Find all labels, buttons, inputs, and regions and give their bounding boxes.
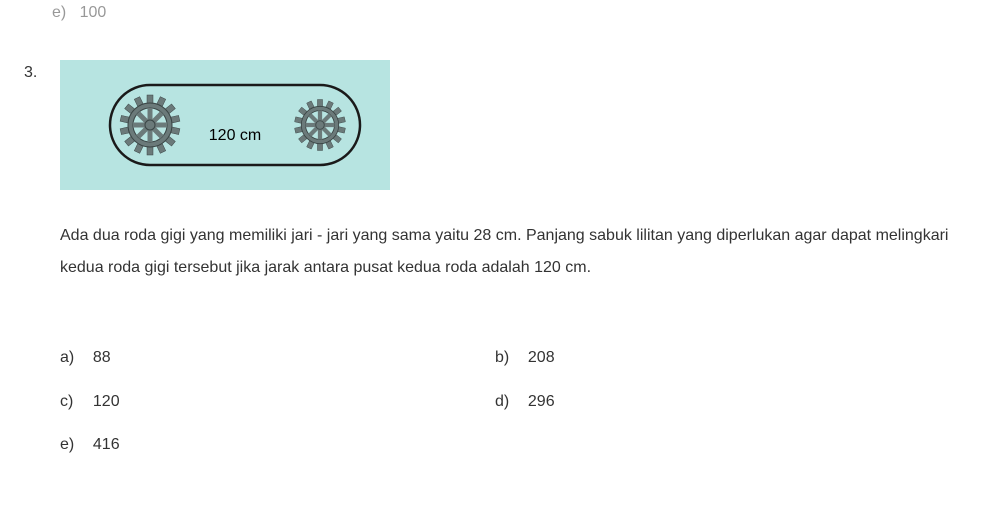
option-b[interactable]: b) 208 (495, 345, 930, 371)
option-e-label: e) (60, 432, 84, 458)
option-row-1: a) 88 b) 208 (60, 345, 960, 371)
option-c-label: c) (60, 389, 84, 415)
option-b-label: b) (495, 345, 519, 371)
question-text: Ada dua roda gigi yang memiliki jari - j… (60, 220, 960, 284)
option-row-3: e) 416 (60, 432, 960, 458)
option-e-value: 416 (93, 436, 120, 453)
figure-label: 120 cm (209, 127, 261, 144)
option-d-value: 296 (528, 393, 555, 410)
option-d[interactable]: d) 296 (495, 389, 930, 415)
option-c[interactable]: c) 120 (60, 389, 495, 415)
option-a-value: 88 (93, 349, 111, 366)
previous-option-fragment: e) 100 (52, 0, 106, 26)
option-a[interactable]: a) 88 (60, 345, 495, 371)
prev-option-label: e) (52, 4, 66, 21)
question-figure: 120 cm (60, 60, 390, 190)
prev-option-value: 100 (80, 4, 107, 21)
option-row-2: c) 120 d) 296 (60, 389, 960, 415)
answer-options: a) 88 b) 208 c) 120 d) 296 e) 416 (60, 345, 960, 476)
option-b-value: 208 (528, 349, 555, 366)
option-a-label: a) (60, 345, 84, 371)
option-c-value: 120 (93, 393, 120, 410)
gear-left-hub (145, 120, 155, 130)
gear-right-hub (316, 121, 325, 130)
option-d-label: d) (495, 389, 519, 415)
question-number: 3. (24, 60, 37, 86)
gear-belt-diagram: 120 cm (60, 60, 390, 190)
option-e[interactable]: e) 416 (60, 432, 495, 458)
